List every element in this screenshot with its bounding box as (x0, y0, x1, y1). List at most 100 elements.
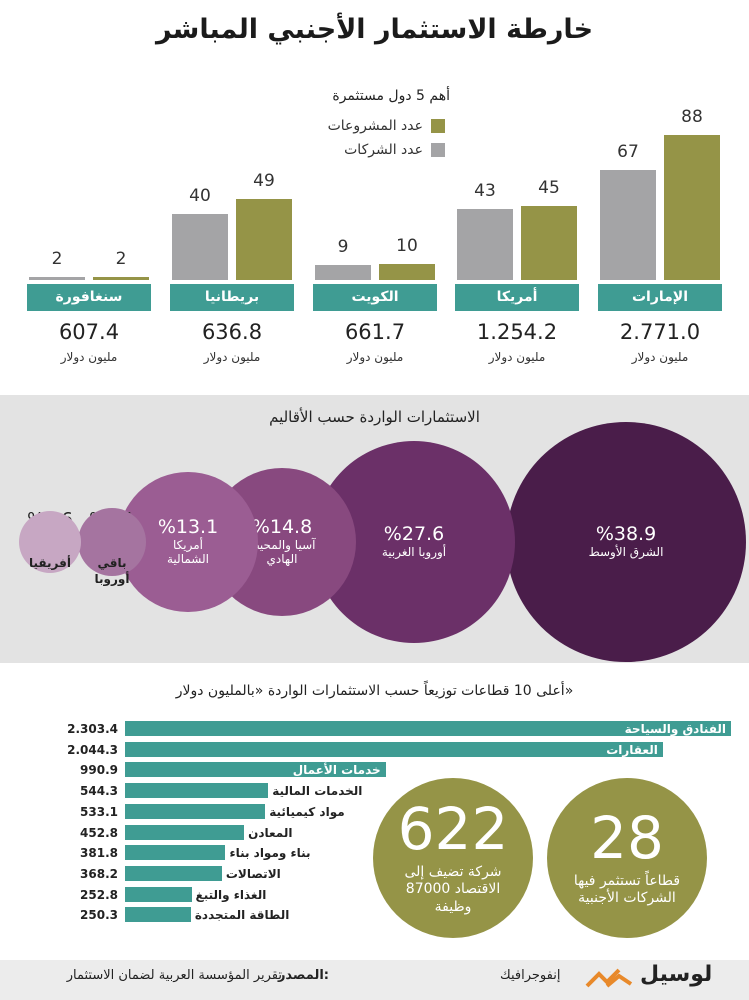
legend: عدد المشروعات عدد الشركات (310, 118, 445, 158)
highlight-text: شركة تضيف إلى الاقتصاد 87000 وظيفة (404, 863, 502, 915)
legend-item-companies: عدد الشركات (310, 142, 445, 158)
page-title: خارطة الاستثمار الأجنبي المباشر (155, 14, 594, 45)
highlight-circle: 622 شركة تضيف إلى الاقتصاد 87000 وظيفة (373, 778, 533, 938)
bar-label-companies: 9 (337, 237, 349, 258)
region-bubble (78, 508, 146, 576)
sector-bar (125, 721, 731, 736)
bar-projects (93, 276, 149, 280)
bar-companies (315, 265, 371, 280)
sector-value: 250.3 (80, 908, 118, 923)
highlight-number: 28 (590, 803, 664, 872)
country-name: الكويت (313, 284, 437, 311)
region-pct: %27.6 (383, 523, 445, 546)
region-pct: %14.8 (251, 516, 313, 539)
regions-title: الاستثمارات الواردة حسب الأقاليم (269, 408, 480, 426)
sector-label: الاتصالات (225, 866, 281, 881)
country-investment: 2.771.0 (619, 320, 701, 344)
sector-bar (125, 865, 222, 881)
infographic-label: إنفوجرافيك (500, 968, 561, 983)
country-unit: مليون دولار (60, 350, 118, 364)
bar-label-companies: 2 (51, 248, 63, 269)
bar-companies (172, 214, 228, 280)
bar-companies (457, 209, 513, 280)
bar-projects (236, 199, 292, 280)
region-pct: %38.9 (595, 523, 657, 546)
country-name: سنغافورة (27, 284, 151, 311)
bar-label-companies: 43 (474, 181, 496, 202)
sector-label: المعادن (248, 825, 293, 840)
brand-name: لوسيل (640, 962, 713, 987)
sector-label: الطاقة المتجددة (194, 908, 290, 923)
country-investment: 661.7 (344, 320, 406, 344)
bar-label-companies: 67 (617, 141, 639, 162)
bar-label-projects: 10 (396, 235, 418, 256)
sector-label: الغذاء والتبغ (195, 887, 267, 902)
country-unit: مليون دولار (488, 350, 546, 364)
region-bubble (18, 510, 82, 574)
bar-label-projects: 45 (538, 177, 560, 198)
country-name: أمريكا (455, 284, 579, 311)
country-unit: مليون دولار (631, 350, 689, 364)
sector-bar (125, 762, 386, 778)
country-unit: مليون دولار (346, 350, 404, 364)
sector-label: العقارات (606, 742, 658, 757)
source-label: المصدر: (277, 968, 329, 983)
bar-label-projects: 2 (115, 248, 127, 269)
highlight-number: 622 (397, 794, 509, 863)
sectors-title: أعلى 10 قطاعات توزيعاً حسب الاستثمارات ا… (175, 683, 574, 699)
highlight-text: قطاعاً تستثمر فيها الشركات الأجنبية (573, 872, 681, 907)
sector-bar (125, 886, 192, 902)
brand-logo-icon (585, 966, 635, 990)
country-unit: مليون دولار (203, 350, 261, 364)
sector-value: 252.8 (80, 887, 118, 902)
sector-bar (125, 741, 663, 757)
sector-bar (125, 845, 226, 861)
sector-value: 381.8 (80, 846, 118, 861)
sector-value: 533.1 (80, 804, 118, 819)
country-name: الإمارات (598, 284, 722, 311)
sector-label: مواد كيميائية (269, 804, 345, 819)
bar-label-companies: 40 (189, 186, 211, 207)
sector-bar (125, 783, 269, 799)
legend-item-projects: عدد المشروعات (310, 118, 445, 134)
region-name: أوروبا الغربية (381, 545, 447, 560)
country-investment: 1.254.2 (476, 320, 558, 344)
region-name: آسيا والمحيط الهادي (248, 538, 316, 567)
region-name: أفريقيا (29, 556, 71, 570)
sector-bar (125, 824, 245, 840)
bar-label-projects: 49 (253, 171, 275, 192)
source-text: تقرير المؤسسة العربية لضمان الاستثمار (66, 968, 282, 983)
sector-value: 2.303.4 (67, 722, 118, 736)
country-investment: 636.8 (201, 320, 263, 344)
bar-projects (521, 205, 577, 280)
legend-swatch-projects (431, 119, 445, 133)
sector-value: 452.8 (80, 825, 118, 840)
region-bubble: %38.9 الشرق الأوسط (506, 422, 746, 662)
sector-bar (125, 907, 191, 923)
sector-label: بناء ومواد بناء (229, 846, 311, 861)
bar-projects (664, 135, 720, 280)
sector-label: الخدمات المالية (272, 784, 363, 799)
bar-companies (600, 169, 656, 280)
bar-label-projects: 88 (681, 107, 703, 127)
bar-projects (379, 263, 435, 280)
sector-label: الفنادق والسياحة (624, 722, 726, 736)
region-name: باقي أوروبا (94, 556, 130, 586)
sector-value: 990.9 (80, 763, 118, 778)
region-name: أمريكا الشمالية (166, 538, 209, 567)
sector-value: 368.2 (80, 866, 118, 881)
sector-value: 2.044.3 (67, 742, 118, 757)
top5-subtitle: أهم 5 دول مستثمرة (332, 88, 450, 104)
country-investment: 607.4 (58, 320, 120, 344)
sector-bar (125, 803, 266, 819)
sector-label: خدمات الأعمال (292, 763, 381, 778)
region-name: الشرق الأوسط (588, 545, 664, 560)
highlight-circle: 28 قطاعاً تستثمر فيها الشركات الأجنبية (547, 778, 707, 938)
legend-swatch-companies (431, 143, 445, 157)
bar-companies (29, 276, 85, 280)
sector-value: 544.3 (80, 784, 118, 799)
legend-label-companies: عدد الشركات (344, 142, 423, 158)
legend-label-projects: عدد المشروعات (327, 118, 423, 134)
region-pct: %13.1 (157, 516, 219, 539)
country-name: بريطانيا (170, 284, 294, 311)
